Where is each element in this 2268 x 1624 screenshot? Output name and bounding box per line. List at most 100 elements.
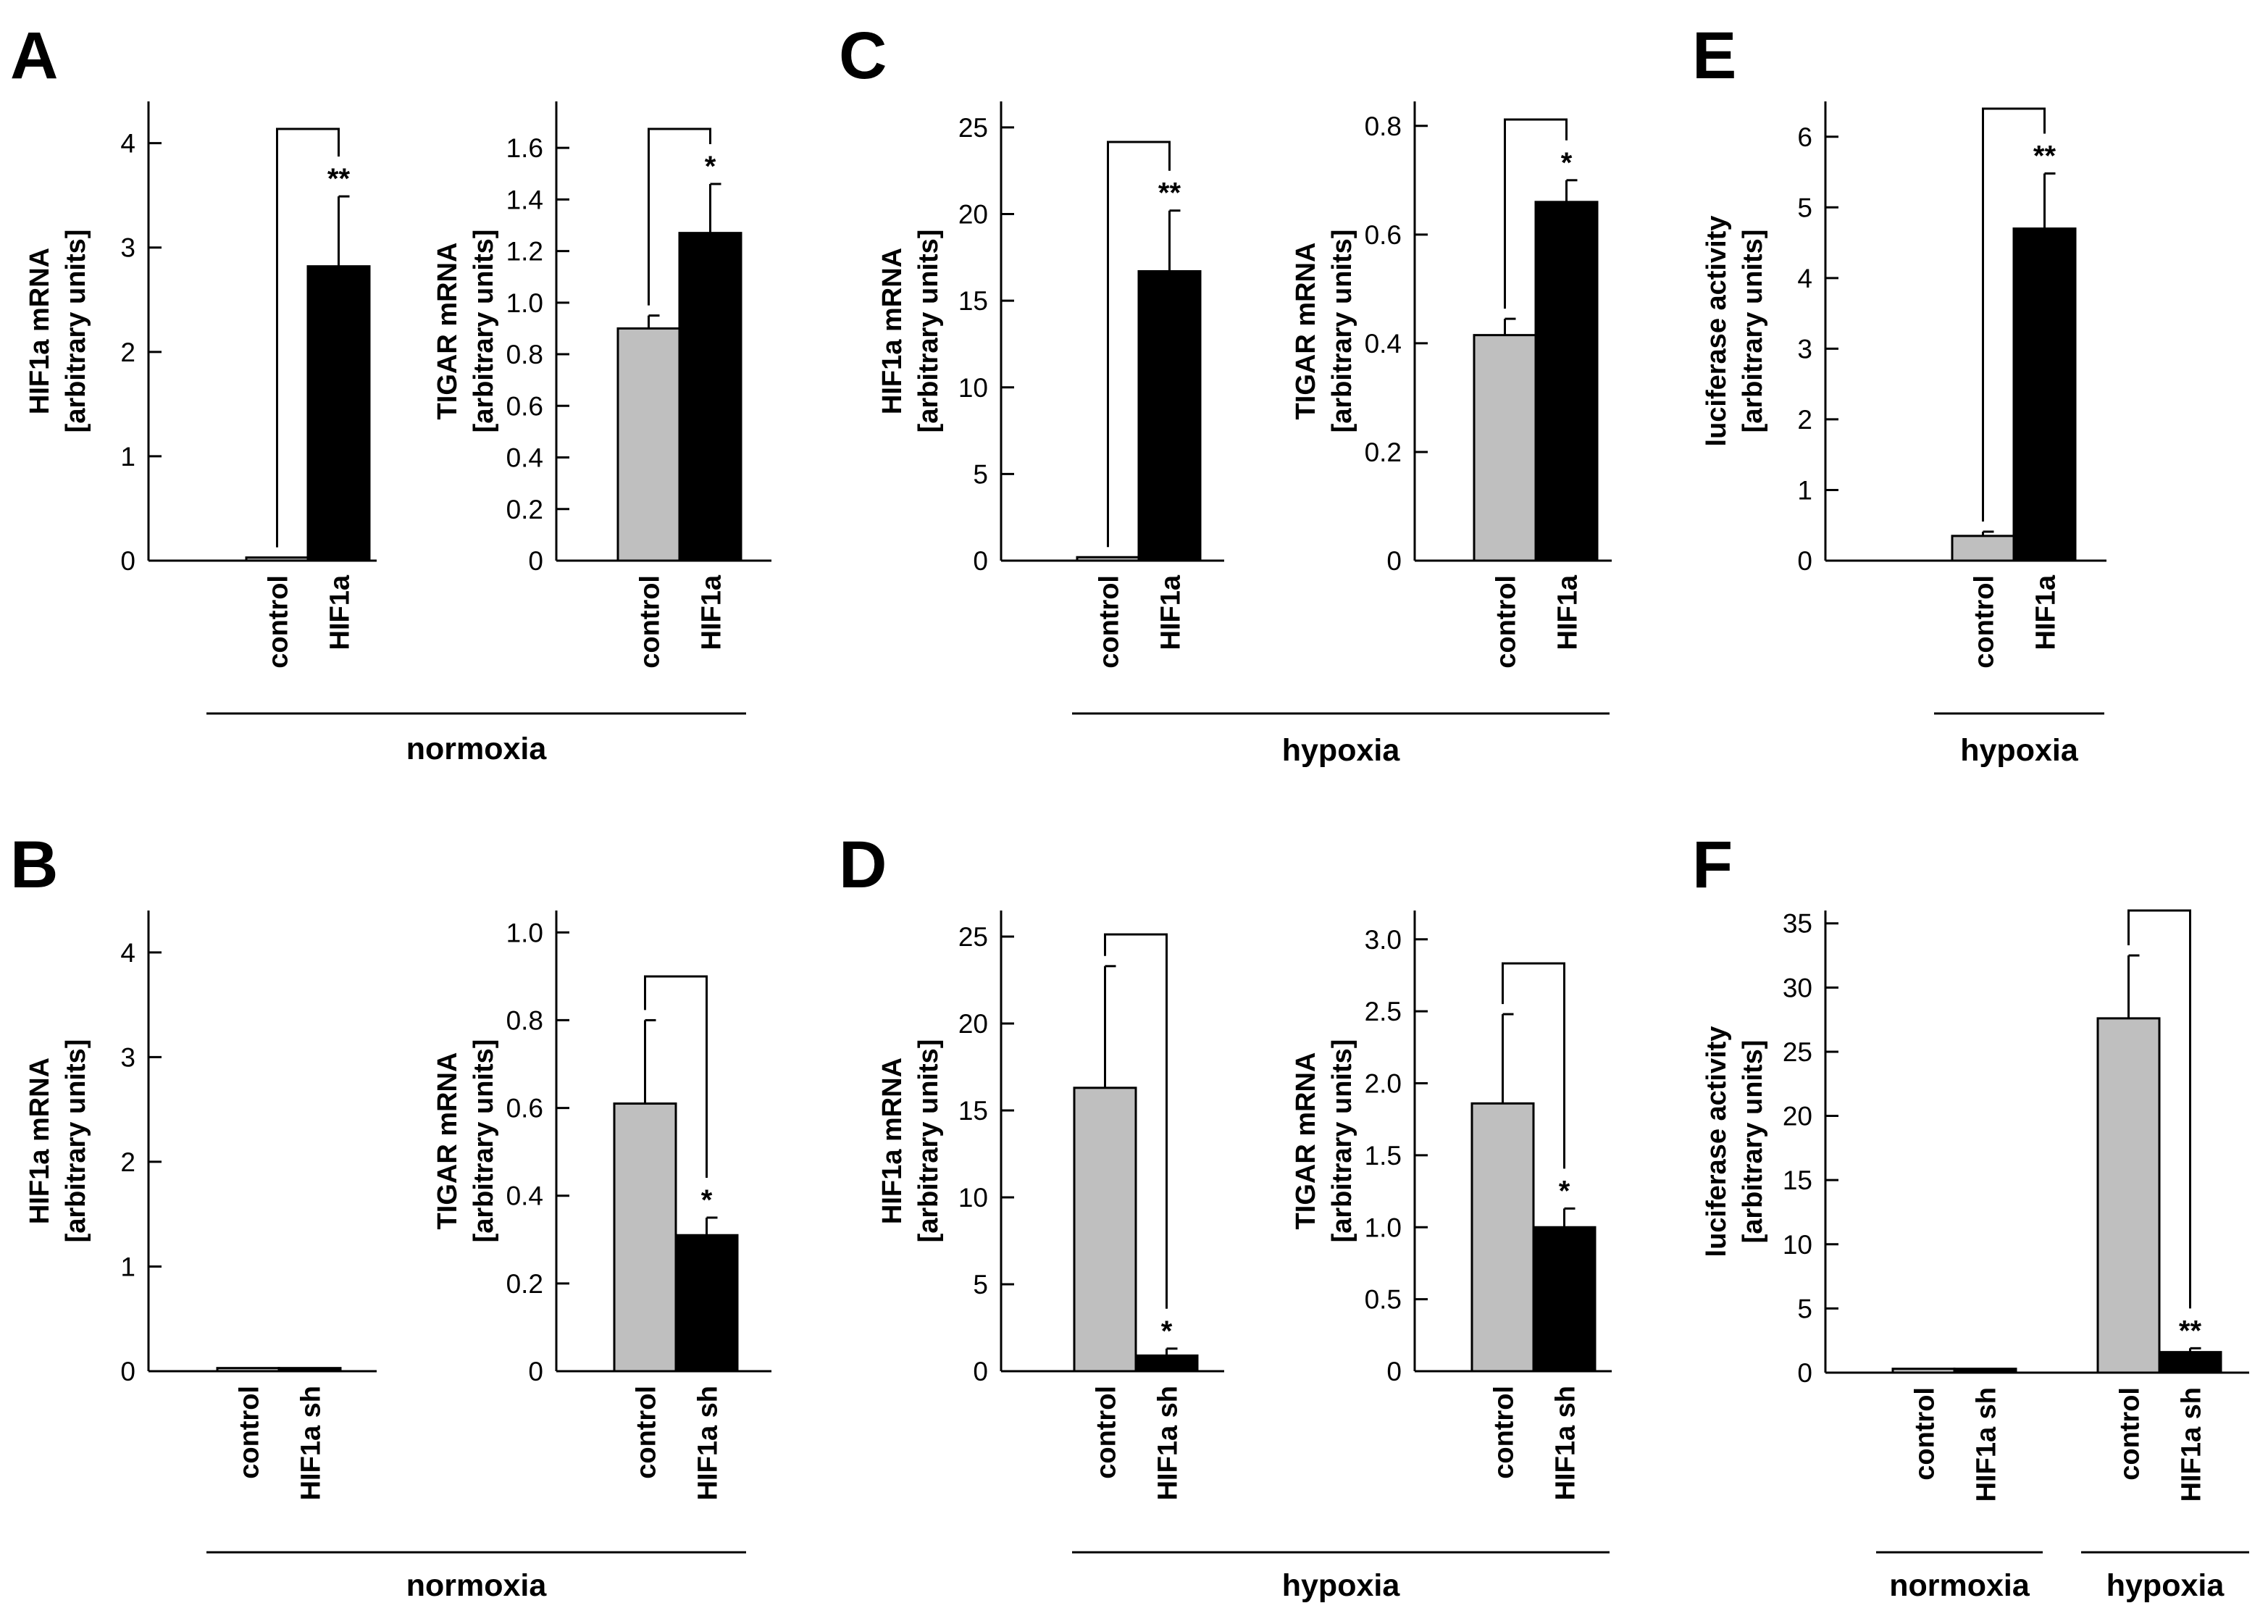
- y-tick-label: 20: [1783, 1102, 1812, 1131]
- y-tick-label: 2.0: [1365, 1069, 1402, 1099]
- y-tick-label: 15: [1783, 1165, 1812, 1195]
- y-axis-subtitle: [arbitrary units]: [469, 230, 499, 433]
- y-tick-label: 5: [1797, 1294, 1812, 1323]
- chart-f: 0 5 10 15 20 25 30 35 luciferase activity [arbitr…: [1702, 909, 2249, 1603]
- y-axis-title: TIGAR mRNA: [432, 243, 463, 420]
- y-tick-label: 0.8: [1365, 112, 1402, 141]
- bar-treated: [1953, 1368, 2017, 1374]
- y-tick-label: 0.2: [506, 495, 543, 524]
- y-tick-label: 0.2: [1365, 438, 1402, 467]
- bar-control: [1076, 556, 1140, 562]
- bar-treated: [1532, 1226, 1597, 1373]
- y-tick-label: 0.4: [506, 1181, 543, 1211]
- y-tick-label: 0: [1797, 546, 1812, 576]
- y-tick-label: 10: [958, 373, 988, 403]
- chart-b2: 0 0.2 0.4 0.6 0.8 1.0 TIGAR mRNA [arbitrary uni…: [206, 911, 771, 1603]
- y-tick-label: 5: [1797, 193, 1812, 222]
- y-axis-title: TIGAR mRNA: [1291, 1052, 1321, 1230]
- chart-e: 0 1 2 3 4 5 6 luciferase activity [arbitrary uni…: [1702, 101, 2106, 768]
- y-axis-title: TIGAR mRNA: [432, 1052, 463, 1230]
- y-tick-label: 35: [1783, 909, 1812, 939]
- y-tick-label: 1.4: [506, 185, 543, 214]
- significance-marker: *: [701, 1184, 713, 1216]
- y-tick-label: 10: [1783, 1230, 1812, 1260]
- x-category-label: control: [1489, 1386, 1520, 1479]
- y-tick-label: 20: [958, 200, 988, 230]
- x-category-label: HIF1a sh: [693, 1386, 724, 1500]
- bar-control: [216, 1367, 280, 1373]
- y-tick-label: 25: [958, 113, 988, 143]
- significance-marker: *: [1561, 147, 1573, 179]
- group-label: hypoxia: [2106, 1568, 2225, 1603]
- x-category-label: HIF1a: [1156, 574, 1187, 650]
- y-tick-label: 5: [973, 1270, 988, 1299]
- y-tick-label: 2.5: [1365, 997, 1402, 1026]
- y-tick-label: 0.5: [1365, 1285, 1402, 1315]
- chart-a2: 0 0.2 0.4 0.6 0.8 1.0 1.2 1.4 1.6 TIGAR mRNA [arbi…: [206, 101, 771, 766]
- bar-control: [245, 556, 309, 562]
- y-axis-title: HIF1a mRNA: [877, 248, 908, 414]
- bar-treated: [277, 1367, 342, 1373]
- group-label: normoxia: [406, 732, 548, 766]
- y-tick-label: 3: [120, 1042, 135, 1072]
- y-tick-label: 2: [120, 1147, 135, 1177]
- y-axis-subtitle: [arbitrary units]: [1738, 230, 1768, 433]
- y-tick-label: 2: [1797, 405, 1812, 435]
- bar-treated: [1134, 1354, 1199, 1373]
- y-tick-label: 1.0: [506, 288, 543, 318]
- bar-control: [1891, 1368, 1956, 1374]
- y-tick-label: 0: [1386, 546, 1402, 576]
- y-tick-label: 0.4: [506, 443, 543, 473]
- x-category-label: HIF1a: [1553, 574, 1583, 650]
- bar-control: [616, 327, 681, 562]
- significance-bracket: [644, 975, 708, 1178]
- y-tick-label: 1: [120, 1252, 135, 1281]
- y-tick-label: 15: [958, 286, 988, 316]
- x-category-label: control: [1491, 575, 1522, 669]
- x-category-label: HIF1a sh: [1551, 1386, 1581, 1500]
- y-axis-subtitle: [arbitrary units]: [913, 1039, 944, 1243]
- y-tick-label: 25: [1783, 1037, 1812, 1067]
- y-tick-label: 0: [528, 546, 543, 576]
- significance-bracket: [1104, 933, 1168, 1309]
- y-tick-label: 3: [1797, 334, 1812, 364]
- x-category-label: control: [1970, 575, 2000, 669]
- y-tick-label: 15: [958, 1096, 988, 1126]
- y-tick-label: 0.6: [506, 391, 543, 421]
- y-tick-label: 1.0: [1365, 1213, 1402, 1242]
- y-tick-label: 0: [973, 1357, 988, 1386]
- panel-letter-c: C: [839, 19, 887, 93]
- chart-c2: 0 0.2 0.4 0.6 0.8 TIGAR mRNA [arbitrary units]…: [1072, 101, 1612, 768]
- y-axis-title: luciferase activity: [1702, 1026, 1732, 1257]
- y-tick-label: 0: [120, 546, 135, 576]
- significance-bracket: [2127, 909, 2191, 1309]
- group-label: hypoxia: [1960, 733, 2079, 768]
- significance-bracket: [648, 127, 711, 306]
- y-tick-label: 0: [1386, 1357, 1402, 1386]
- y-tick-label: 3.0: [1365, 925, 1402, 955]
- bar-treated: [678, 232, 742, 562]
- x-category-label: HIF1a sh: [296, 1386, 327, 1500]
- chart-a1: 0 1 2 3 4 HIF1a mRNA [arbitrary units] control H…: [25, 101, 377, 669]
- panel-letter-f: F: [1692, 828, 1733, 902]
- bar-control: [613, 1102, 677, 1373]
- x-category-label: HIF1a: [2031, 574, 2062, 650]
- y-tick-label: 4: [120, 129, 135, 159]
- y-tick-label: 5: [973, 459, 988, 489]
- significance-marker: *: [1559, 1175, 1570, 1207]
- y-axis-subtitle: [arbitrary units]: [61, 1039, 91, 1243]
- y-axis-title: HIF1a mRNA: [25, 1058, 55, 1224]
- y-axis-subtitle: [arbitrary units]: [1738, 1040, 1768, 1244]
- y-tick-label: 0.8: [506, 340, 543, 369]
- y-tick-label: 3: [120, 233, 135, 263]
- y-tick-label: 1.2: [506, 237, 543, 267]
- y-tick-label: 0.8: [506, 1005, 543, 1035]
- x-category-label: control: [264, 575, 294, 669]
- panel-letter-a: A: [10, 19, 58, 93]
- chart-b1: 0 1 2 3 4 HIF1a mRNA [arbitrary units] control H…: [25, 911, 377, 1500]
- y-axis-title: luciferase activity: [1702, 216, 1732, 447]
- chart-d1: 0 5 10 15 20 25 HIF1a mRNA [arbitrary units] con…: [877, 911, 1224, 1500]
